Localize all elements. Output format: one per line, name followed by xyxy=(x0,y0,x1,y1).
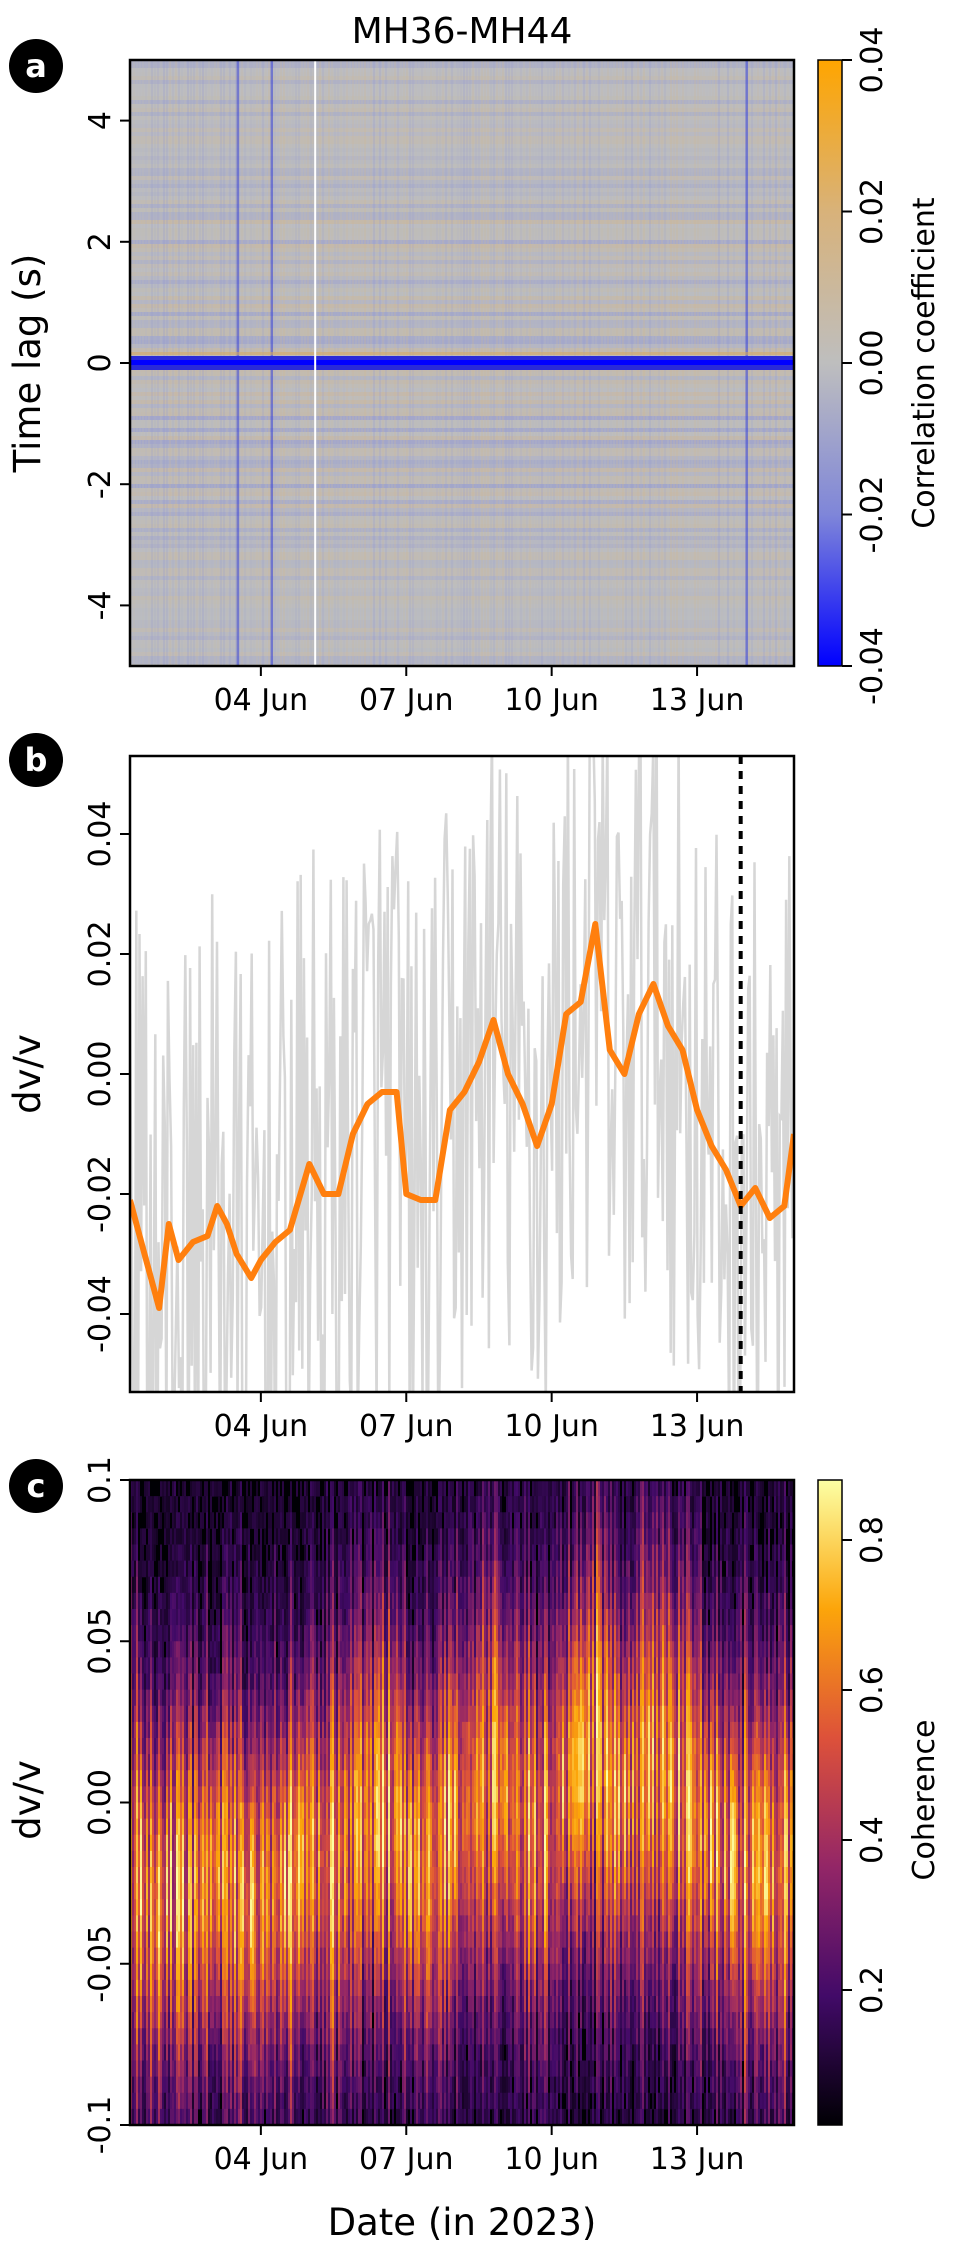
panel-c-ylabel: dv/v xyxy=(6,1760,49,1840)
colorbar-tick-label: 0.6 xyxy=(855,1666,890,1714)
panel-b-label: b xyxy=(25,741,48,779)
y-tick-label: 0.00 xyxy=(83,1769,118,1836)
figure-title: MH36-MH44 xyxy=(352,11,573,52)
y-tick-label: 0 xyxy=(83,353,118,372)
x-tick-label: 04 Jun xyxy=(214,2142,309,2177)
panel-c-label: c xyxy=(27,1467,46,1505)
panel-c-y-ticks: 0.1 0.05 0.00 -0.05 -0.1 xyxy=(83,1456,130,2154)
y-tick-label: -0.02 xyxy=(83,1155,118,1233)
y-tick-label: 0.00 xyxy=(83,1041,118,1108)
y-tick-label: 0.05 xyxy=(83,1608,118,1675)
panel-a-colorbar-ticks: 0.04 0.02 0.00 -0.02 -0.04 xyxy=(842,27,890,705)
panel-b-ylabel: dv/v xyxy=(6,1034,49,1114)
panel-b-dvv-series xyxy=(130,921,794,1311)
y-tick-label: 2 xyxy=(83,232,118,251)
panel-c-colorbar-ticks: 0.8 0.6 0.4 0.2 xyxy=(842,1516,890,2014)
x-tick-label: 07 Jun xyxy=(359,683,454,718)
colorbar-tick-label: 0.02 xyxy=(855,178,890,245)
y-tick-label: 0.02 xyxy=(83,921,118,988)
y-tick-label: 4 xyxy=(83,111,118,130)
y-tick-label: -0.04 xyxy=(83,1275,118,1353)
panel-c: 0.1 0.05 0.00 -0.05 -0.1 04 Jun 07 Jun 10 Jun 1… xyxy=(6,1456,942,2177)
y-tick-label: -0.1 xyxy=(83,2096,118,2155)
y-tick-label: 0.04 xyxy=(83,801,118,868)
panel-b-y-ticks: 0.04 0.02 0.00 -0.02 -0.04 xyxy=(83,801,130,1353)
panel-a-y-ticks: 4 2 0 -2 -4 xyxy=(83,111,130,620)
y-tick-label: 0.1 xyxy=(83,1456,118,1504)
panel-a-label: a xyxy=(25,47,47,85)
panel-a-colorbar xyxy=(817,59,843,667)
x-tick-label: 10 Jun xyxy=(504,683,599,718)
colorbar-tick-label: 0.8 xyxy=(855,1516,890,1564)
panel-c-x-ticks: 04 Jun 07 Jun 10 Jun 13 Jun xyxy=(214,2125,745,2177)
y-tick-label: -2 xyxy=(83,469,118,499)
x-tick-label: 07 Jun xyxy=(359,2142,454,2177)
colorbar-tick-label: 0.04 xyxy=(855,27,890,94)
panel-a-heatmap xyxy=(130,60,794,666)
panel-b-raw-noise xyxy=(130,756,794,1392)
x-tick-label: 13 Jun xyxy=(650,2142,745,2177)
x-tick-label: 10 Jun xyxy=(504,1409,599,1444)
x-tick-label: 04 Jun xyxy=(214,1409,309,1444)
x-tick-label: 13 Jun xyxy=(650,683,745,718)
panel-c-colorbar xyxy=(817,1479,843,2126)
y-tick-label: -0.05 xyxy=(83,1925,118,2003)
panel-c-heatmap xyxy=(130,1480,794,2125)
colorbar-tick-label: -0.04 xyxy=(855,627,890,705)
x-tick-label: 07 Jun xyxy=(359,1409,454,1444)
panel-a-colorbar-label: Correlation coefficient xyxy=(907,197,942,529)
x-tick-label: 13 Jun xyxy=(650,1409,745,1444)
panel-c-colorbar-label: Coherence xyxy=(907,1720,942,1881)
panel-b-x-ticks: 04 Jun 07 Jun 10 Jun 13 Jun xyxy=(214,1392,745,1444)
panel-b-badge xyxy=(9,733,63,787)
colorbar-tick-label: -0.02 xyxy=(855,476,890,554)
panel-c-badge xyxy=(9,1459,63,1513)
colorbar-tick-label: 0.2 xyxy=(855,1966,890,2014)
x-tick-label: 04 Jun xyxy=(214,683,309,718)
panel-a-badge xyxy=(9,39,63,93)
colorbar-tick-label: 0.00 xyxy=(855,330,890,397)
colorbar-tick-label: 0.4 xyxy=(855,1816,890,1864)
panel-a: 4 2 0 -2 -4 04 Jun 07 Jun 10 Jun 13 Jun Time la… xyxy=(6,27,942,718)
panel-b: 0.04 0.02 0.00 -0.02 -0.04 04 Jun 07 Jun 10 Ju… xyxy=(6,733,796,1444)
panel-a-x-ticks: 04 Jun 07 Jun 10 Jun 13 Jun xyxy=(214,666,745,718)
panel-a-ylabel: Time lag (s) xyxy=(6,254,49,474)
x-tick-label: 10 Jun xyxy=(504,2142,599,2177)
figure-xlabel: Date (in 2023) xyxy=(328,2201,597,2244)
y-tick-label: -4 xyxy=(83,590,118,620)
